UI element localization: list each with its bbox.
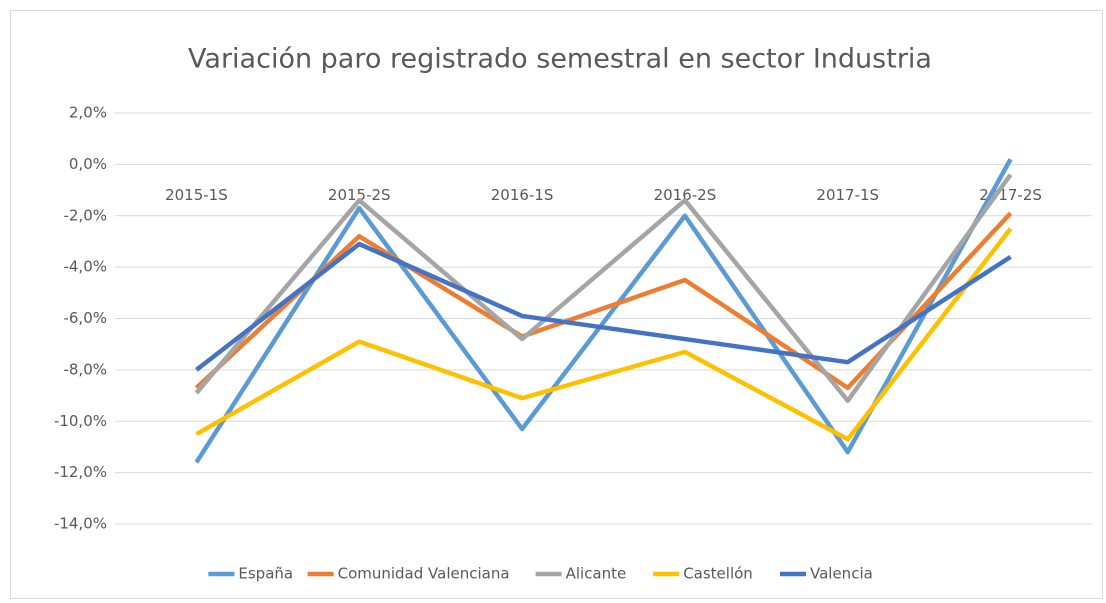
y-tick-label: -10,0% [54, 412, 107, 430]
series-line [195, 241, 1012, 372]
x-tick-label: 2016-2S [654, 186, 717, 204]
y-tick-label: -2,0% [63, 206, 107, 224]
y-tick-label: -4,0% [63, 258, 107, 276]
y-tick-label: -8,0% [63, 360, 107, 378]
x-tick-label: 2015-2S [328, 186, 391, 204]
series-line [194, 211, 1013, 391]
chart-title: Variación paro registrado semestral en s… [188, 44, 932, 75]
legend-label: Alicante [566, 565, 627, 583]
series-line [195, 227, 1013, 442]
legend-label: Valencia [810, 565, 873, 583]
x-tick-label: 2017-1S [816, 186, 879, 204]
x-tick-label: 2016-1S [491, 186, 554, 204]
legend-label: Castellón [683, 565, 753, 583]
x-tick-label: 2015-1S [165, 186, 228, 204]
y-tick-label: 0,0% [69, 155, 107, 173]
series-line [194, 173, 1013, 403]
y-tick-label: 2,0% [69, 104, 107, 122]
y-tick-label: -14,0% [54, 515, 107, 533]
y-tick-label: -12,0% [54, 463, 107, 481]
chart-frame [10, 10, 1103, 599]
legend-label: Comunidad Valenciana [338, 565, 510, 583]
y-tick-label: -6,0% [63, 309, 107, 327]
legend-label: España [238, 565, 293, 583]
